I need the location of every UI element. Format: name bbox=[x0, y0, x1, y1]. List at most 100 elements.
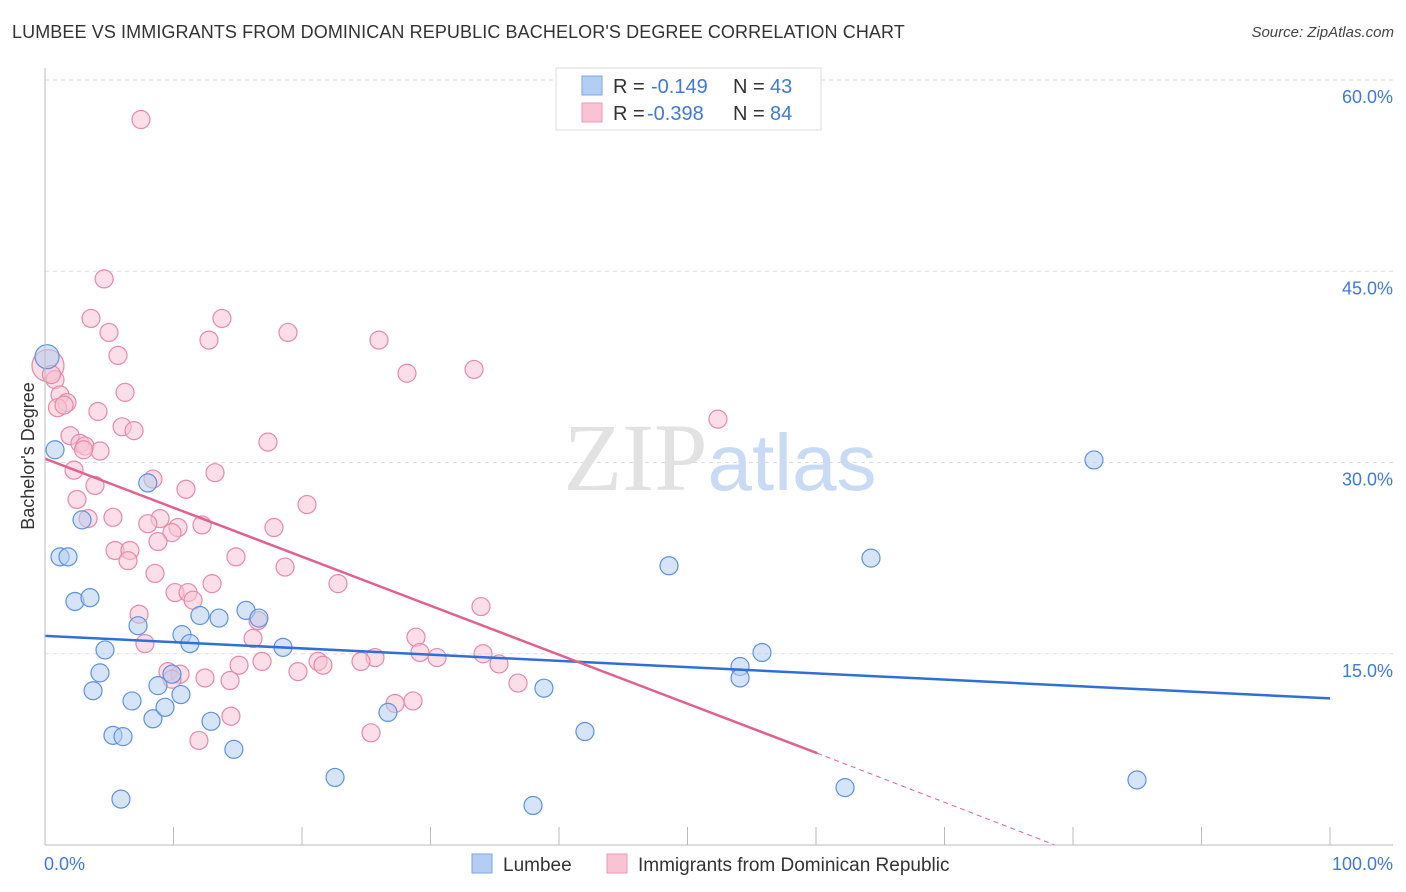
lumbee-point bbox=[138, 473, 158, 493]
dominican-point bbox=[226, 547, 246, 567]
dominican-point bbox=[473, 644, 493, 664]
lumbee-point bbox=[659, 556, 679, 576]
dominican-point bbox=[220, 670, 240, 691]
x-tick-label-min: 0.0% bbox=[44, 854, 85, 874]
dominican-point bbox=[199, 330, 219, 350]
legend-r-value: -0.149 bbox=[651, 76, 708, 98]
dominican-point bbox=[427, 647, 447, 668]
chart-title: LUMBEE VS IMMIGRANTS FROM DOMINICAN REPU… bbox=[12, 22, 905, 42]
dominican-point bbox=[275, 557, 295, 577]
legend-r-label: R = bbox=[613, 103, 645, 125]
lumbee-point bbox=[325, 767, 345, 788]
lumbee-trendline bbox=[44, 634, 1331, 700]
dominican-point bbox=[124, 421, 144, 441]
dominican-point bbox=[176, 479, 196, 499]
series-legend: Lumbee Immigrants from Dominican Republi… bbox=[471, 853, 950, 876]
legend-r-label: R = bbox=[613, 76, 645, 98]
legend-dominican: Immigrants from Dominican Republic bbox=[638, 855, 950, 876]
dominican-point bbox=[94, 269, 114, 289]
dominican-trendline bbox=[44, 457, 818, 755]
lumbee-point bbox=[113, 727, 133, 747]
dominican-point bbox=[328, 574, 348, 594]
y-tick-label: 60.0% bbox=[1342, 87, 1393, 107]
dominican-point bbox=[135, 633, 155, 654]
lumbee-point bbox=[143, 709, 163, 729]
lumbee-point bbox=[171, 684, 191, 705]
legend-n-value: 43 bbox=[770, 76, 792, 98]
dominican-point bbox=[351, 651, 371, 672]
lumbee-point bbox=[1084, 450, 1104, 470]
dominican-point bbox=[148, 531, 168, 552]
lumbee-point bbox=[378, 702, 398, 723]
dominican-point bbox=[118, 551, 138, 571]
dominican-point bbox=[508, 673, 528, 693]
dominican-point bbox=[397, 363, 417, 383]
lumbee-point bbox=[128, 616, 148, 636]
dominican-point bbox=[288, 661, 308, 682]
dominican-point bbox=[138, 514, 158, 534]
dominican-point bbox=[471, 596, 491, 617]
dominican-point bbox=[212, 308, 232, 329]
y-tick-label: 15.0% bbox=[1342, 661, 1393, 681]
dominican-point bbox=[54, 395, 74, 415]
dominican-trendline-extension bbox=[817, 752, 1056, 846]
lumbee-point bbox=[90, 663, 110, 683]
dominican-point bbox=[145, 563, 165, 584]
y-axis-label: Bachelor's Degree bbox=[18, 382, 38, 530]
dominican-point bbox=[189, 730, 209, 751]
dominican-point bbox=[403, 691, 423, 711]
dominican-point bbox=[221, 706, 241, 726]
lumbee-point bbox=[148, 676, 168, 696]
legend-n-label: N = bbox=[733, 76, 765, 98]
lumbee-point bbox=[45, 440, 65, 460]
dominican-point bbox=[108, 345, 128, 365]
dominican-point bbox=[195, 668, 215, 688]
lumbee-point bbox=[155, 697, 175, 717]
lumbee-point bbox=[95, 640, 115, 660]
lumbee-point bbox=[190, 605, 210, 626]
lumbee-point bbox=[534, 678, 554, 698]
lumbee-swatch bbox=[581, 75, 603, 96]
dominican-point bbox=[115, 382, 135, 402]
lumbee-point bbox=[835, 778, 855, 798]
dominican-point bbox=[90, 441, 110, 461]
lumbee-point bbox=[201, 711, 221, 731]
dominican-swatch bbox=[581, 102, 603, 123]
dominican-point bbox=[252, 651, 272, 672]
dominican-point bbox=[313, 655, 333, 675]
dominican-point bbox=[205, 463, 225, 483]
dominican-point bbox=[361, 723, 381, 743]
dominican-point bbox=[258, 432, 278, 452]
chart-source: Source: ZipAtlas.com bbox=[1251, 24, 1394, 41]
dominican-point bbox=[297, 494, 317, 515]
lumbee-point bbox=[34, 344, 60, 370]
stats-legend: R = -0.149 N = 43 R = -0.398 N = 84 bbox=[555, 67, 822, 131]
dominican-point bbox=[278, 322, 298, 343]
lumbee-point bbox=[58, 547, 78, 567]
dominican-point bbox=[369, 330, 389, 350]
dominican-point bbox=[88, 401, 108, 422]
lumbee-point bbox=[209, 608, 229, 628]
dominican-point bbox=[202, 574, 222, 594]
x-tick-label-max: 100.0% bbox=[1332, 854, 1393, 874]
lumbee-point bbox=[1127, 770, 1147, 790]
lumbee-point bbox=[224, 739, 244, 759]
lumbee-point bbox=[752, 642, 772, 663]
watermark: ZIPatlas bbox=[564, 404, 877, 511]
dominican-point bbox=[264, 517, 284, 538]
lumbee-point bbox=[249, 608, 269, 628]
legend-dominican-swatch bbox=[606, 853, 628, 874]
dominican-point bbox=[708, 409, 728, 429]
legend-lumbee-swatch bbox=[471, 853, 493, 874]
legend-n-value: 84 bbox=[770, 103, 792, 125]
y-tick-label: 45.0% bbox=[1342, 278, 1393, 298]
lumbee-point bbox=[575, 721, 595, 742]
dominican-point bbox=[81, 308, 101, 329]
lumbee-point bbox=[111, 789, 131, 809]
lumbee-point bbox=[83, 681, 103, 701]
lumbee-point bbox=[861, 548, 881, 568]
dominican-point bbox=[131, 109, 151, 130]
dominican-point bbox=[162, 523, 182, 543]
